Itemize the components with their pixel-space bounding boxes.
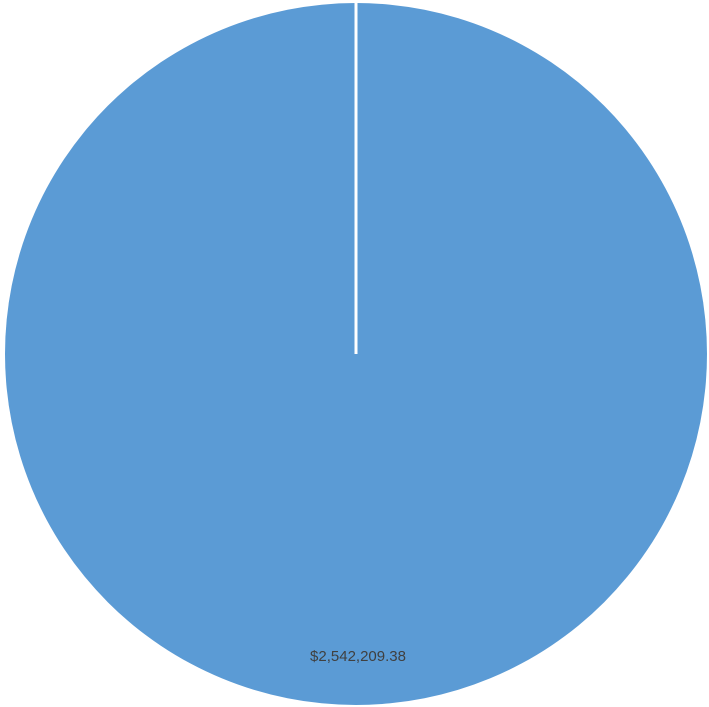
slice-data-label-0: $2,542,209.38 xyxy=(310,648,406,665)
